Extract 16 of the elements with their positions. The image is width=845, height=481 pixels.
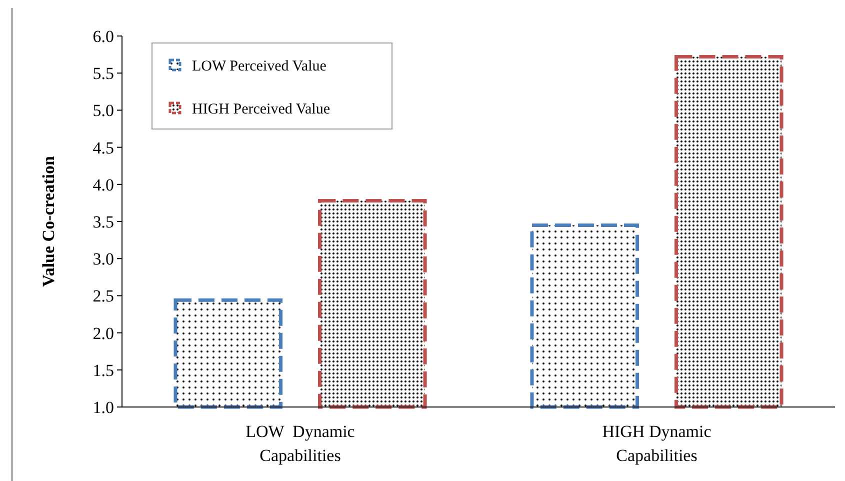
y-tick-label: 5.5: [92, 64, 114, 84]
y-tick-label: 2.5: [92, 286, 114, 306]
legend-label: HIGH Perceived Value: [192, 101, 330, 118]
y-axis-title: Value Co-creation: [39, 156, 58, 287]
y-tick-label: 3.0: [92, 250, 114, 269]
y-tick-label: 1.5: [92, 360, 114, 380]
y-tick-label: 5.0: [92, 101, 114, 120]
legend-label: LOW Perceived Value: [192, 58, 327, 74]
y-tick-label: 4.0: [92, 175, 114, 194]
x-tick-label: HIGH Dynamic Capabilities: [602, 422, 712, 465]
x-tick-label: LOW Dynamic Capabilities: [246, 422, 356, 465]
y-tick-label: 3.5: [92, 212, 114, 232]
y-tick-label: 1.0: [92, 398, 114, 417]
y-tick-label: 4.5: [92, 138, 114, 158]
y-tick-label: 6.0: [92, 26, 114, 46]
y-tick-label: 2.0: [92, 324, 114, 343]
